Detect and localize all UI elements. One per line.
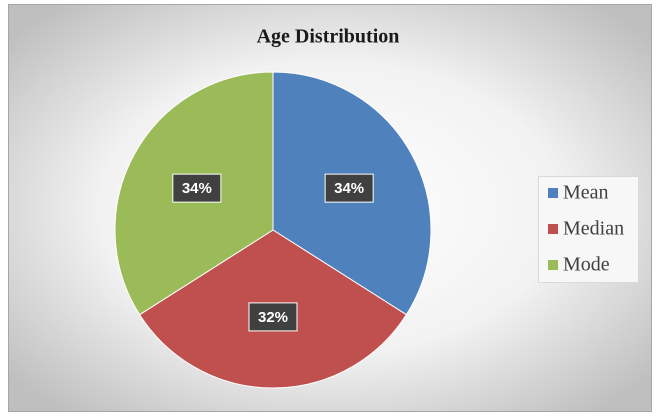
data-label-box: [248, 302, 298, 332]
data-label: 32%: [258, 309, 288, 326]
data-label-box: [324, 173, 374, 203]
legend-label: Median: [563, 218, 624, 240]
legend-label: Mode: [563, 254, 610, 276]
chart-title: Age Distribution: [257, 26, 400, 48]
legend-label: Mean: [563, 182, 609, 204]
data-label: 34%: [182, 180, 212, 197]
data-label: 34%: [334, 180, 364, 197]
legend-swatch: [548, 224, 558, 234]
data-label-box: [172, 173, 222, 203]
legend-swatch: [548, 188, 558, 198]
legend-swatch: [548, 260, 558, 270]
